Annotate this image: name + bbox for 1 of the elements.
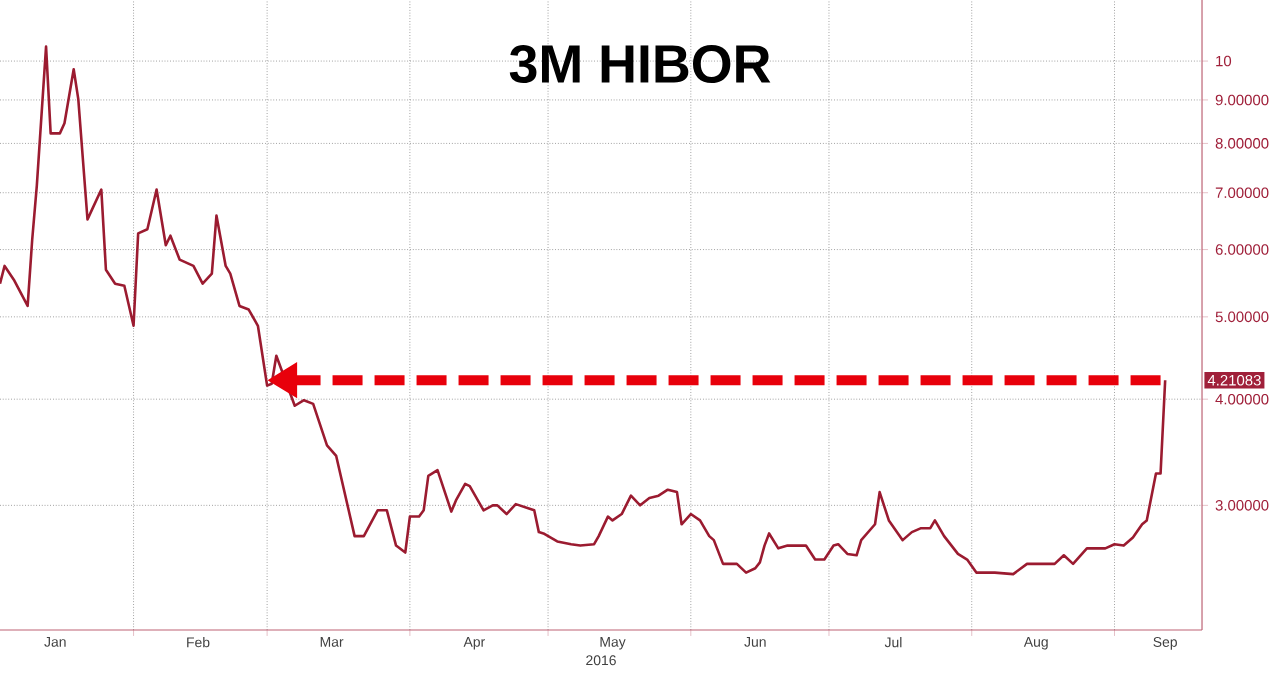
text: 3M HIBOR xyxy=(509,44,771,84)
